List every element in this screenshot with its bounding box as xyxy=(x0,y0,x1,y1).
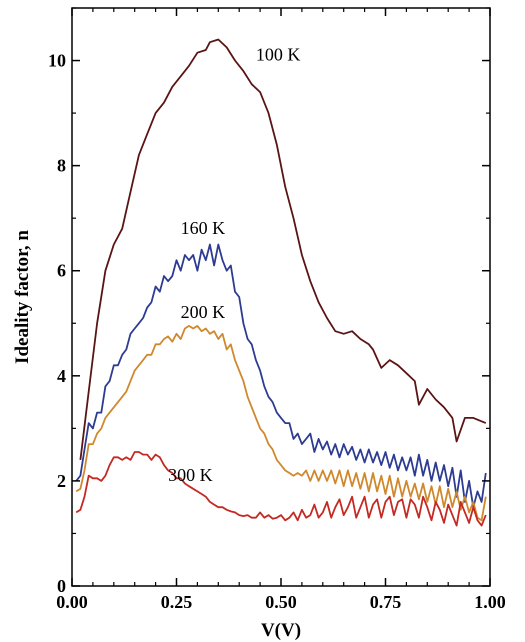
y-axis-title: Ideality factor, n xyxy=(12,230,33,364)
series-layer xyxy=(75,38,487,527)
x-tick-label: 1.00 xyxy=(474,592,506,612)
x-tick-label: 0.75 xyxy=(370,592,402,612)
x-axis-title: V(V) xyxy=(261,620,301,641)
ticks-layer: 0.00 0.25 0.50 0.75 1.00 0 2 4 6 8 10 xyxy=(48,7,506,612)
y-tick-label: 4 xyxy=(57,366,66,386)
x-tick-label: 0.50 xyxy=(265,592,297,612)
annotations-layer: 100 K 160 K 200 K 300 K xyxy=(168,45,300,485)
y-tick-label: 10 xyxy=(48,51,66,71)
series-label: 200 K xyxy=(181,302,226,322)
y-tick-label: 2 xyxy=(57,471,66,491)
x-tick-label: 0.25 xyxy=(161,592,193,612)
series-label: 300 K xyxy=(168,465,213,485)
y-tick-label: 8 xyxy=(57,156,66,176)
series-line-0 xyxy=(79,38,487,461)
series-line-1 xyxy=(75,243,487,509)
series-line-2 xyxy=(75,325,487,522)
series-label: 160 K xyxy=(181,218,226,238)
x-tick-label: 0.00 xyxy=(56,592,88,612)
y-tick-label: 0 xyxy=(57,576,66,596)
series-label: 100 K xyxy=(256,45,300,65)
series-line-3 xyxy=(75,451,487,527)
y-tick-label: 6 xyxy=(57,261,66,281)
